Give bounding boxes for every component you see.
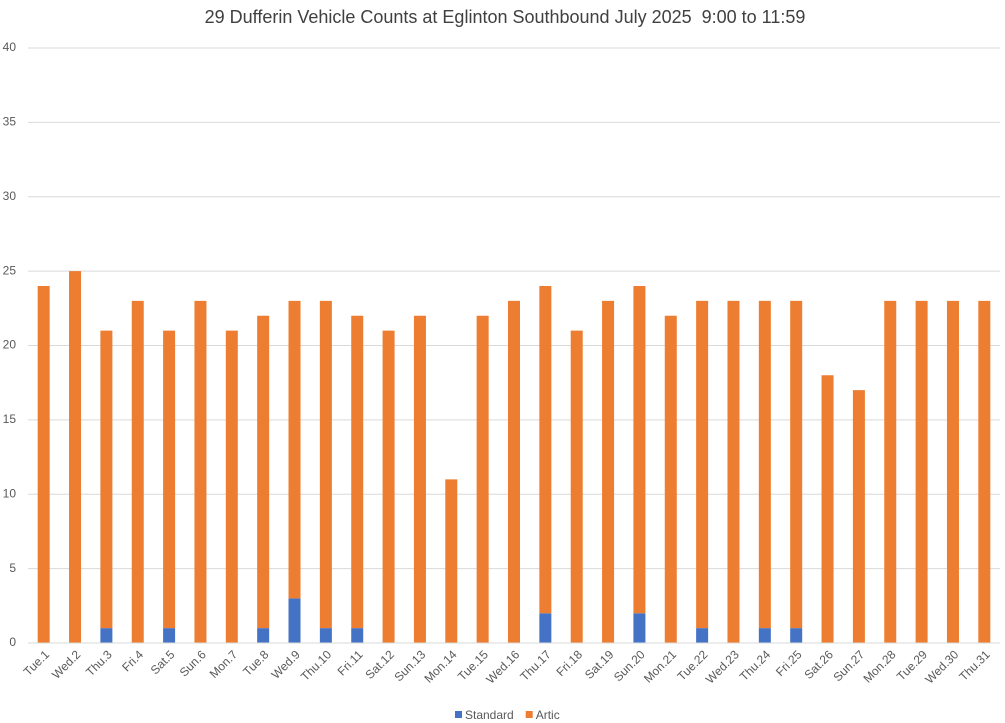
bar-segment bbox=[790, 300, 803, 629]
x-tick-label: Mon.21 bbox=[641, 647, 679, 685]
x-tick-label: Wed.23 bbox=[703, 647, 742, 686]
x-tick-label: Fri.4 bbox=[119, 647, 146, 674]
bar-segment bbox=[790, 628, 803, 643]
x-tick-label: Sat.19 bbox=[582, 647, 617, 682]
bar-segment bbox=[664, 315, 677, 643]
bar-segment bbox=[225, 330, 238, 643]
y-tick-label: 40 bbox=[3, 40, 17, 54]
bar-segment bbox=[69, 271, 82, 643]
bar-segment bbox=[163, 628, 176, 643]
x-tick-label: Fri.18 bbox=[553, 647, 585, 679]
y-tick-label: 35 bbox=[3, 115, 17, 129]
y-tick-label: 15 bbox=[3, 412, 17, 426]
x-tick-label: Wed.16 bbox=[483, 647, 522, 686]
x-tick-label: Wed.9 bbox=[269, 647, 304, 682]
bar-segment bbox=[915, 300, 928, 643]
x-tick-label: Fri.11 bbox=[335, 647, 366, 678]
bar-segment bbox=[257, 628, 270, 643]
x-tick-label: Mon.7 bbox=[207, 647, 241, 681]
bar-segment bbox=[727, 300, 740, 643]
bar-segment bbox=[288, 598, 301, 643]
y-tick-label: 25 bbox=[3, 263, 17, 277]
bar-segment bbox=[539, 286, 552, 614]
bar-segment bbox=[884, 300, 897, 643]
bar-segment bbox=[696, 300, 709, 629]
bar-segment bbox=[978, 300, 991, 643]
bar-segment bbox=[100, 628, 113, 643]
legend-swatch bbox=[525, 711, 533, 718]
x-tick-label: Thu.10 bbox=[298, 647, 335, 684]
x-tick-label: Sat.12 bbox=[363, 647, 398, 682]
bar-segment bbox=[821, 375, 834, 643]
bar-segment bbox=[445, 479, 458, 643]
y-tick-label: 10 bbox=[3, 486, 17, 500]
bar-segment bbox=[163, 330, 176, 629]
bar-segment bbox=[288, 300, 301, 599]
x-tick-label: Sat.5 bbox=[148, 647, 178, 677]
bar-segment bbox=[37, 286, 50, 643]
bar-segment bbox=[382, 330, 395, 643]
chart-title: 29 Dufferin Vehicle Counts at Eglinton S… bbox=[205, 7, 806, 27]
bar-segment bbox=[257, 315, 270, 629]
x-tick-label: Wed.2 bbox=[49, 647, 84, 682]
bar-segment bbox=[696, 628, 709, 643]
x-tick-label: Mon.28 bbox=[860, 647, 898, 685]
bar-segment bbox=[508, 300, 520, 643]
x-tick-label: Tue.8 bbox=[240, 647, 272, 679]
bar-segment bbox=[633, 286, 646, 614]
x-tick-label: Thu.17 bbox=[517, 647, 554, 684]
bar-segment bbox=[570, 330, 583, 643]
x-tick-label: Sun.13 bbox=[391, 647, 428, 684]
x-tick-label: Sun.6 bbox=[177, 647, 209, 679]
legend-label: Standard bbox=[465, 708, 514, 722]
x-tick-label: Sun.20 bbox=[611, 647, 648, 684]
y-tick-label: 30 bbox=[3, 189, 17, 203]
bar-segment bbox=[539, 613, 552, 643]
legend-swatch bbox=[455, 711, 462, 718]
bar-segment bbox=[413, 315, 426, 643]
x-tick-label: Thu.3 bbox=[83, 647, 115, 679]
bar-segment bbox=[946, 300, 959, 643]
bar-segment bbox=[602, 300, 615, 643]
bar-segment bbox=[758, 300, 771, 629]
x-tick-label: Sun.27 bbox=[830, 647, 867, 684]
x-tick-label: Sat.26 bbox=[801, 647, 836, 682]
bar-segment bbox=[194, 300, 207, 643]
y-tick-label: 5 bbox=[9, 561, 16, 575]
x-tick-label: Thu.31 bbox=[956, 647, 993, 684]
bar-segment bbox=[852, 390, 865, 643]
legend-label: Artic bbox=[536, 708, 560, 722]
y-tick-label: 0 bbox=[9, 635, 16, 649]
bar-segment bbox=[351, 628, 364, 643]
bar-segment bbox=[319, 628, 332, 643]
y-tick-label: 20 bbox=[3, 338, 17, 352]
x-tick-label: Wed.30 bbox=[922, 647, 961, 686]
bar-segment bbox=[476, 315, 489, 643]
bar-segment bbox=[351, 315, 364, 629]
x-tick-label: Fri.25 bbox=[773, 647, 805, 679]
x-tick-label: Thu.24 bbox=[737, 647, 774, 684]
bar-segment bbox=[100, 330, 113, 629]
x-tick-label: Mon.14 bbox=[421, 647, 459, 685]
bar-segment bbox=[633, 613, 646, 643]
bar-segment bbox=[758, 628, 771, 643]
x-tick-label: Tue.1 bbox=[21, 647, 53, 679]
bar-segment bbox=[131, 300, 144, 643]
bar-segment bbox=[319, 300, 332, 629]
